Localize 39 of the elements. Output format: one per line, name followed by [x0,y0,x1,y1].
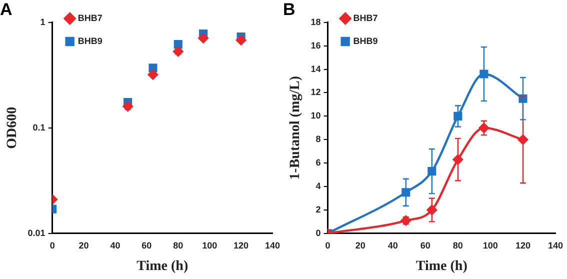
y-tick-label: 4 [316,180,321,191]
x-tick-label: 0 [50,240,55,250]
chart-title: A [0,0,12,19]
x-tick-label: 120 [515,240,530,250]
x-tick-label: 120 [234,240,249,250]
x-tick-label: 140 [264,240,280,250]
y-tick-label: 2 [316,204,321,214]
x-tick-label: 0 [325,240,330,250]
x-tick-label: 80 [452,240,463,250]
legend-label: BHB9 [78,36,102,46]
x-tick-label: 60 [420,240,430,250]
y-axis-title: 1-Butanol (mg/L) [288,76,304,180]
y-tick-label: 1 [40,16,46,27]
y-tick-label: 14 [310,64,321,74]
y-tick-label: 16 [310,40,321,50]
y-tick-label: 6 [316,158,321,168]
x-tick-label: 100 [482,240,498,250]
y-axis-title: OD600 [5,106,20,149]
x-tick-label: 80 [173,240,184,250]
x-tick-label: 40 [110,240,120,250]
x-tick-label: 60 [142,240,152,250]
y-tick-label: 0.01 [28,228,46,238]
legend-label: BHB9 [353,36,378,46]
y-tick-label: 0.1 [32,122,46,132]
legend-label: BHB7 [78,12,102,23]
x-tick-label: 40 [388,240,398,250]
y-tick-label: 0 [316,228,321,238]
x-tick-label: 140 [548,240,564,250]
y-tick-label: 10 [310,110,321,121]
x-tick-label: 20 [355,240,366,250]
x-tick-label: 100 [202,240,218,250]
legend-label: BHB7 [353,12,378,23]
y-tick-label: 18 [310,16,321,27]
x-tick-label: 20 [78,240,89,250]
chart-title: B [283,0,296,19]
y-tick-label: 12 [310,87,321,98]
x-axis-title: Time (h) [136,259,188,274]
x-axis-title: Time (h) [416,259,468,274]
y-tick-label: 8 [316,134,321,144]
